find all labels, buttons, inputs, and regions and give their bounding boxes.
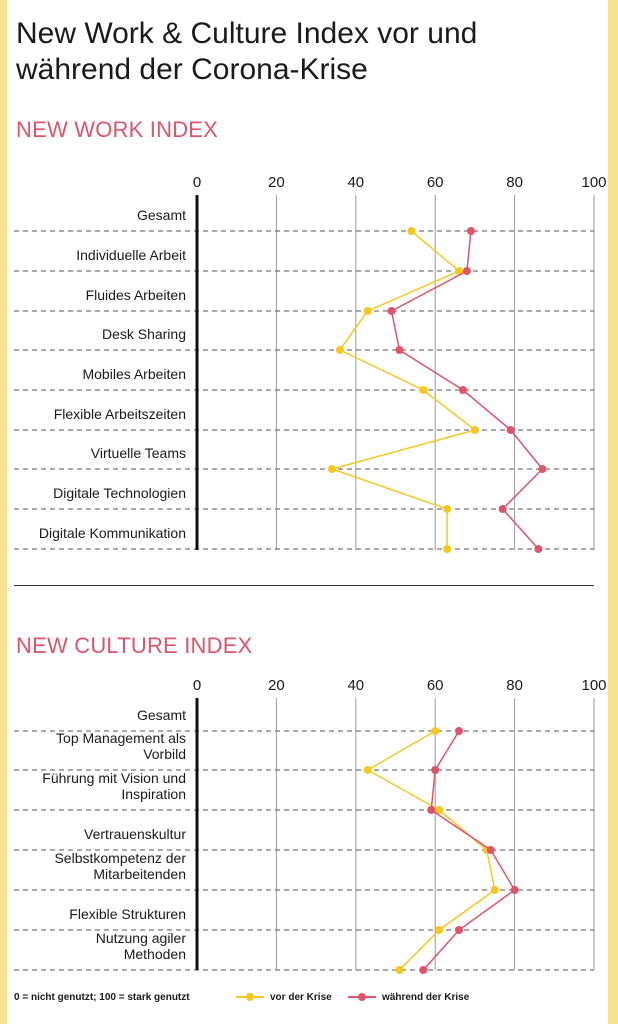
data-point [462, 267, 471, 275]
data-point [506, 426, 515, 434]
data-point [327, 465, 336, 473]
category-label: Mitarbeitenden [93, 866, 186, 882]
x-tick-label: 80 [506, 174, 523, 191]
x-tick-label: 0 [193, 174, 201, 191]
footer-scale-note: 0 = nicht genutzt; 100 = stark genutzt [14, 992, 190, 1003]
x-tick-label: 20 [268, 174, 285, 191]
data-point [455, 727, 464, 735]
x-tick-label: 20 [268, 677, 285, 694]
data-point [427, 806, 436, 814]
page-title: New Work & Culture Index vor und während… [16, 17, 478, 86]
section-divider [14, 585, 594, 586]
data-point [458, 386, 467, 394]
x-tick-label: 60 [427, 677, 444, 694]
legend-item-during: während der Krise [348, 990, 469, 1004]
category-label: Top Management als [56, 730, 186, 746]
data-point [538, 465, 547, 473]
data-point [486, 846, 495, 854]
data-point [534, 545, 543, 553]
data-point [387, 307, 396, 315]
data-point [498, 505, 507, 513]
data-point [407, 227, 416, 235]
category-label: Digitale Kommunikation [39, 525, 186, 541]
legend-item-before: vor der Krise [236, 990, 332, 1004]
x-tick-label: 0 [193, 677, 201, 694]
data-point [435, 806, 444, 814]
category-label: Vorbild [143, 746, 186, 762]
legend-swatch-during [348, 990, 376, 1004]
category-label: Virtuelle Teams [91, 445, 186, 461]
x-tick-label: 100 [581, 174, 606, 191]
legend-swatch-before [236, 990, 264, 1004]
data-point [395, 966, 404, 974]
data-point [335, 346, 344, 354]
data-point [435, 926, 444, 934]
new-culture-index-title: NEW CULTURE INDEX [16, 633, 253, 658]
data-point [470, 426, 479, 434]
data-point [443, 505, 452, 513]
data-point [466, 227, 475, 235]
data-point [363, 307, 372, 315]
data-point [419, 386, 428, 394]
x-tick-label: 100 [581, 677, 606, 694]
data-point [431, 766, 440, 774]
category-label: Flexible Arbeitszeiten [54, 406, 186, 422]
category-label: Individuelle Arbeit [76, 247, 186, 263]
frame-left-border [0, 0, 7, 1024]
legend-label-during: während der Krise [382, 991, 470, 1003]
data-point [419, 966, 428, 974]
data-point [363, 766, 372, 774]
data-point [455, 926, 464, 934]
x-tick-label: 40 [347, 677, 364, 694]
data-point [490, 886, 499, 894]
category-label: Gesamt [137, 707, 186, 723]
category-label: Fluides Arbeiten [86, 287, 186, 303]
frame-right-border [608, 0, 618, 1024]
data-point [431, 727, 440, 735]
category-label: Führung mit Vision und [42, 770, 186, 786]
x-tick-label: 80 [506, 677, 523, 694]
data-point [510, 886, 519, 894]
data-point [455, 267, 464, 275]
category-label: Vertrauenskultur [84, 826, 186, 842]
category-label: Digitale Technologien [53, 485, 186, 501]
category-label: Gesamt [137, 207, 186, 223]
category-label: Flexible Strukturen [69, 906, 186, 922]
category-label: Nutzung agiler [96, 930, 187, 946]
data-point [395, 346, 404, 354]
new-work-index-title: NEW WORK INDEX [16, 117, 219, 142]
category-label: Methoden [124, 946, 186, 962]
category-label: Desk Sharing [102, 326, 186, 342]
x-tick-label: 40 [347, 174, 364, 191]
category-label: Inspiration [121, 786, 186, 802]
legend-label-before: vor der Krise [270, 991, 332, 1003]
category-label: Selbstkompetenz der [54, 850, 186, 866]
data-point [443, 545, 452, 553]
category-label: Mobiles Arbeiten [82, 366, 186, 382]
x-tick-label: 60 [427, 174, 444, 191]
